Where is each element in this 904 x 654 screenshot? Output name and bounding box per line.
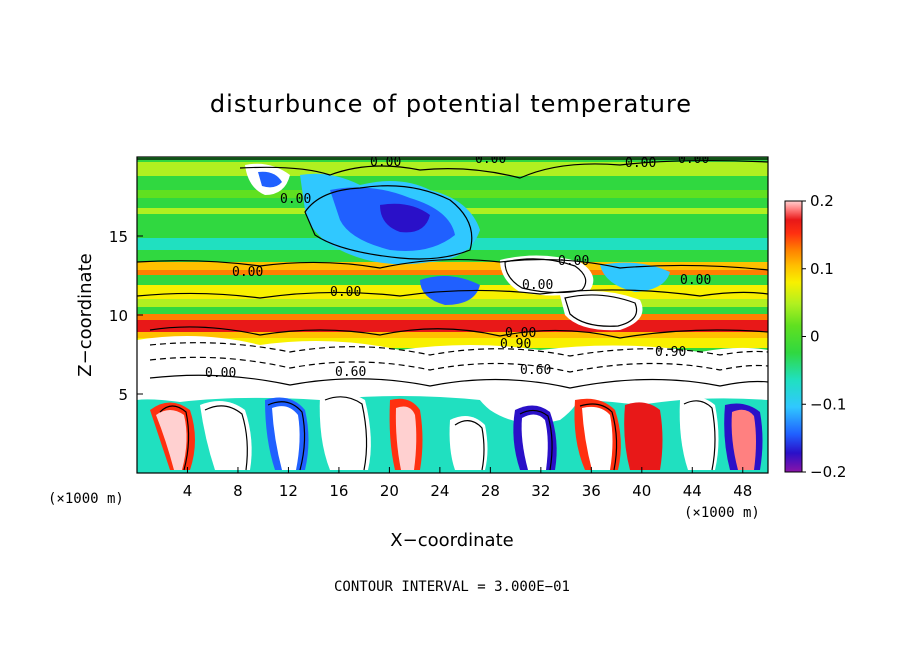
x-tick-label: 48 bbox=[733, 482, 752, 500]
field-blob bbox=[469, 358, 580, 424]
x-tick-label: 24 bbox=[430, 482, 449, 500]
colorbar-tick-label: 0.2 bbox=[810, 192, 834, 210]
x-axis-ticks: 4 8 12 16 20 24 28 32 36 40 44 48 bbox=[183, 467, 752, 500]
contour-labels: 0.00 0.00 0.00 0.00 0.00 0.00 0.00 0.00 … bbox=[205, 152, 711, 381]
field-blob bbox=[600, 262, 670, 292]
field-plume bbox=[624, 402, 663, 470]
y-axis-ticks: 5 10 15 bbox=[109, 228, 143, 404]
contour-label: 0.00 bbox=[522, 278, 553, 293]
field-band bbox=[137, 190, 768, 198]
contour-label: 0.60 bbox=[520, 363, 551, 378]
y-tick-label: 15 bbox=[109, 228, 128, 246]
x-tick-label: 16 bbox=[329, 482, 348, 500]
field-plume bbox=[679, 396, 719, 470]
field-band bbox=[137, 338, 768, 348]
x-tick-label: 44 bbox=[683, 482, 702, 500]
field-band bbox=[137, 262, 768, 270]
colorbar-tick-label: −0.2 bbox=[810, 463, 846, 481]
contour-label: 0.90 bbox=[655, 345, 686, 360]
colorbar bbox=[784, 200, 803, 473]
contour-interval-note: CONTOUR INTERVAL = 3.000E−01 bbox=[334, 579, 570, 595]
field-plume bbox=[449, 416, 488, 470]
field-plume bbox=[582, 406, 613, 470]
field-plume bbox=[156, 410, 187, 470]
field-blob bbox=[258, 171, 282, 188]
x-tick-label: 28 bbox=[481, 482, 500, 500]
field-blob bbox=[380, 203, 430, 233]
field-plume bbox=[731, 409, 756, 470]
contour-label: 0.00 bbox=[475, 152, 506, 167]
y-tick-label: 10 bbox=[109, 307, 128, 325]
x-axis-label: X−coordinate bbox=[390, 530, 513, 551]
contour-label: 0.00 bbox=[625, 156, 656, 171]
y-tick-label: 5 bbox=[118, 386, 128, 404]
x-tick-label: 8 bbox=[233, 482, 243, 500]
field-plume bbox=[395, 406, 417, 470]
x-unit-left: (×1000 m) bbox=[48, 491, 124, 507]
x-tick-label: 12 bbox=[279, 482, 298, 500]
contour-label: 0.00 bbox=[330, 285, 361, 300]
field-blob bbox=[420, 276, 480, 305]
x-tick-label: 4 bbox=[183, 482, 193, 500]
contour-label: 0.00 bbox=[280, 192, 311, 207]
field-plume bbox=[200, 401, 252, 470]
colorbar-tick-label: 0.1 bbox=[810, 260, 834, 278]
contour-lines bbox=[137, 158, 768, 471]
field-band bbox=[137, 314, 768, 320]
contour-label: 0.00 bbox=[558, 254, 589, 269]
x-tick-label: 40 bbox=[632, 482, 651, 500]
contour-label: 0.00 bbox=[680, 273, 711, 288]
contour-label: 0.60 bbox=[335, 365, 366, 380]
colorbar-ticks: 0.2 0.1 0 −0.1 −0.2 bbox=[802, 192, 846, 481]
x-tick-label: 20 bbox=[380, 482, 399, 500]
field-plume bbox=[521, 414, 548, 470]
contour-label: 0.00 bbox=[505, 326, 536, 341]
contour-label: 0.00 bbox=[232, 265, 263, 280]
x-tick-label: 36 bbox=[582, 482, 601, 500]
x-tick-label: 32 bbox=[531, 482, 550, 500]
contour-label: 0.00 bbox=[678, 152, 709, 167]
colorbar-tick-label: 0 bbox=[810, 328, 820, 346]
plot-area: 0.00 0.00 0.00 0.00 0.00 0.00 0.00 0.00 … bbox=[137, 152, 768, 473]
contour-label: 0.00 bbox=[205, 366, 236, 381]
field-blob bbox=[137, 336, 768, 405]
field-band bbox=[137, 332, 768, 338]
chart-title: disturbunce of potential temperature bbox=[210, 90, 692, 118]
field-plume bbox=[319, 392, 371, 470]
y-axis-label: Z−coordinate bbox=[75, 253, 96, 376]
colorbar-tick-label: −0.1 bbox=[810, 395, 846, 413]
contour-label: 0.90 bbox=[500, 337, 531, 352]
field-blob bbox=[500, 255, 594, 296]
contour-label: 0.00 bbox=[370, 155, 401, 170]
field-plume bbox=[272, 406, 300, 470]
field-band bbox=[137, 270, 768, 275]
x-unit-right: (×1000 m) bbox=[684, 505, 760, 521]
